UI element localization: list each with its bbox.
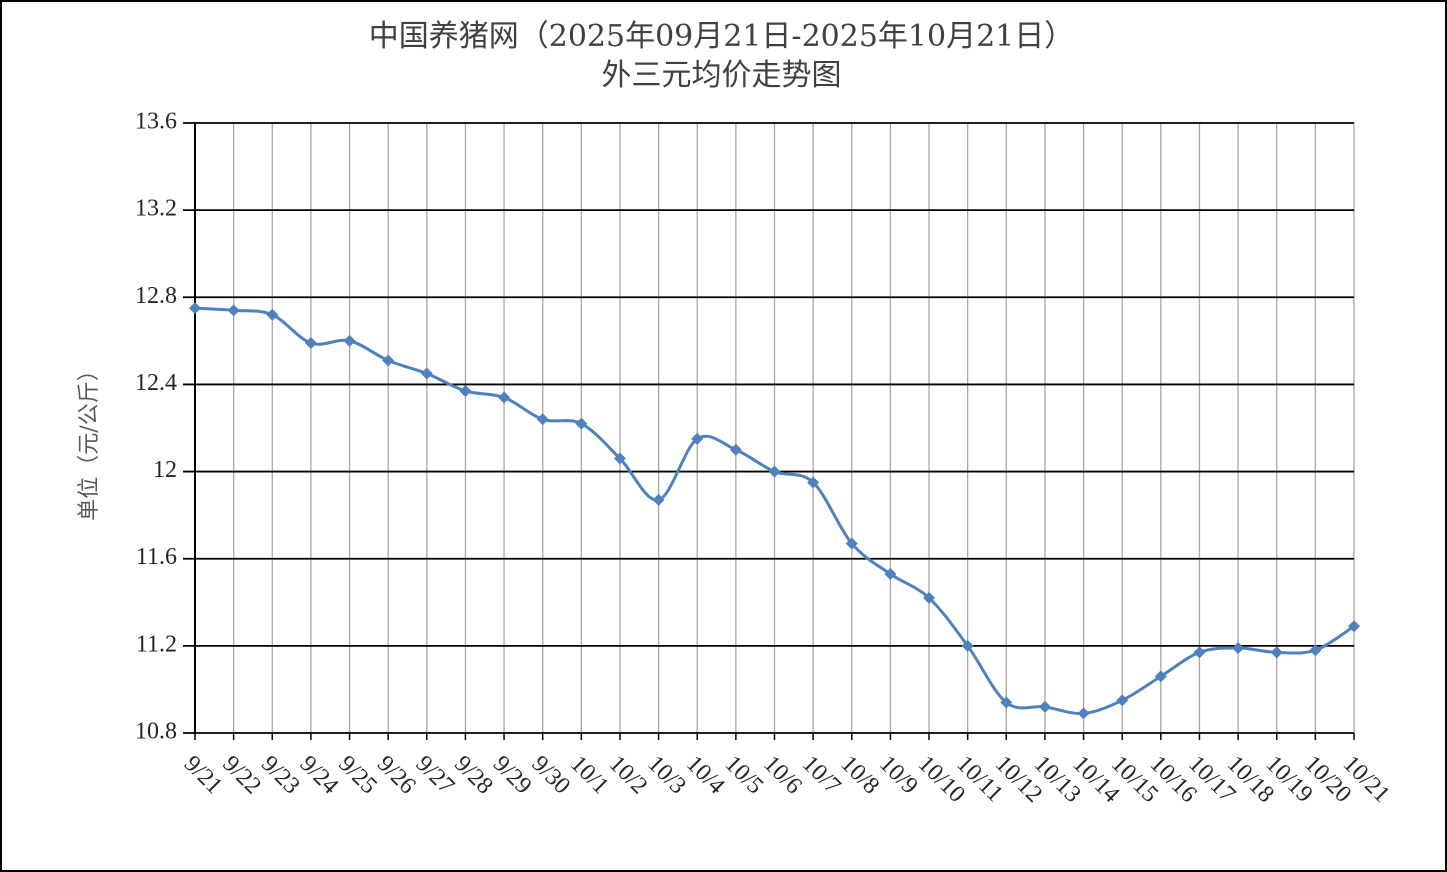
data-point-marker [1193,646,1206,659]
x-tick-label: 9/26 [372,751,421,800]
x-tick-label: 10/3 [642,751,691,800]
data-point-marker [1309,644,1322,657]
data-point-marker [768,465,781,478]
x-tick-label: 10/6 [758,751,807,800]
data-point-marker [1038,700,1051,713]
y-tick-label: 13.2 [135,196,177,222]
data-point-marker [266,308,279,321]
data-point-marker [807,476,820,489]
chart-title: 中国养猪网（2025年09月21日-2025年10月21日） [368,19,1075,54]
x-axis-tick-labels: 9/219/229/239/249/259/269/279/289/299/30… [179,733,1395,808]
data-point-marker [1348,620,1360,633]
x-tick-label: 10/2 [604,751,653,800]
data-point-marker [459,384,472,397]
data-point-marker [652,493,665,506]
data-point-marker [613,452,626,465]
data-point-marker [845,537,858,550]
x-tick-label: 9/27 [411,751,460,800]
x-tick-label: 9/22 [217,751,266,800]
x-tick-label: 9/25 [333,751,382,800]
y-tick-label: 12.8 [135,283,177,309]
data-point-marker [420,367,433,380]
data-point-marker [498,391,511,404]
data-point-marker [1077,707,1090,720]
x-tick-label: 10/7 [797,751,846,800]
x-tick-label: 9/29 [488,751,537,800]
data-point-marker [923,591,936,604]
y-tick-label: 11.2 [136,631,177,657]
x-tick-label: 9/23 [256,751,305,800]
x-tick-label: 9/24 [295,751,344,800]
data-point-marker [536,413,549,426]
x-tick-label: 10/5 [720,751,769,800]
data-point-marker [575,417,588,430]
data-point-marker [884,567,897,580]
vertical-gridlines [232,123,1355,733]
data-point-marker [961,639,974,652]
data-point-marker [343,334,356,347]
data-point-marker [227,304,240,317]
data-point-marker [1154,670,1167,683]
x-tick-label: 9/28 [449,751,498,800]
series-markers [189,302,1360,720]
x-tick-label: 10/1 [565,751,614,800]
data-point-marker [1270,646,1283,659]
y-tick-label: 12 [153,457,177,483]
data-point-marker [1000,696,1013,709]
data-point-marker [729,443,742,456]
x-tick-label: 10/9 [874,751,923,800]
y-axis-title: 单位（元/公斤） [77,359,102,520]
chart-subtitle: 外三元均价走势图 [601,58,842,93]
y-tick-label: 11.6 [136,544,177,570]
x-tick-label: 10/4 [681,751,730,800]
y-tick-label: 12.4 [135,370,177,396]
data-point-marker [304,337,317,350]
data-point-marker [1232,642,1245,655]
data-point-marker [382,354,395,367]
x-tick-label: 9/21 [179,751,228,800]
horizontal-gridlines [183,122,1354,734]
x-tick-label: 10/8 [836,751,885,800]
y-tick-label: 13.6 [135,109,177,135]
data-point-marker [189,302,201,315]
data-point-marker [1116,694,1129,707]
x-tick-label: 9/30 [526,751,575,800]
data-point-marker [691,432,704,445]
y-axis-tick-labels: 10.8 11.2 11.6 12 12.4 12.8 13.2 13.6 [135,109,177,745]
y-tick-label: 10.8 [135,719,177,745]
